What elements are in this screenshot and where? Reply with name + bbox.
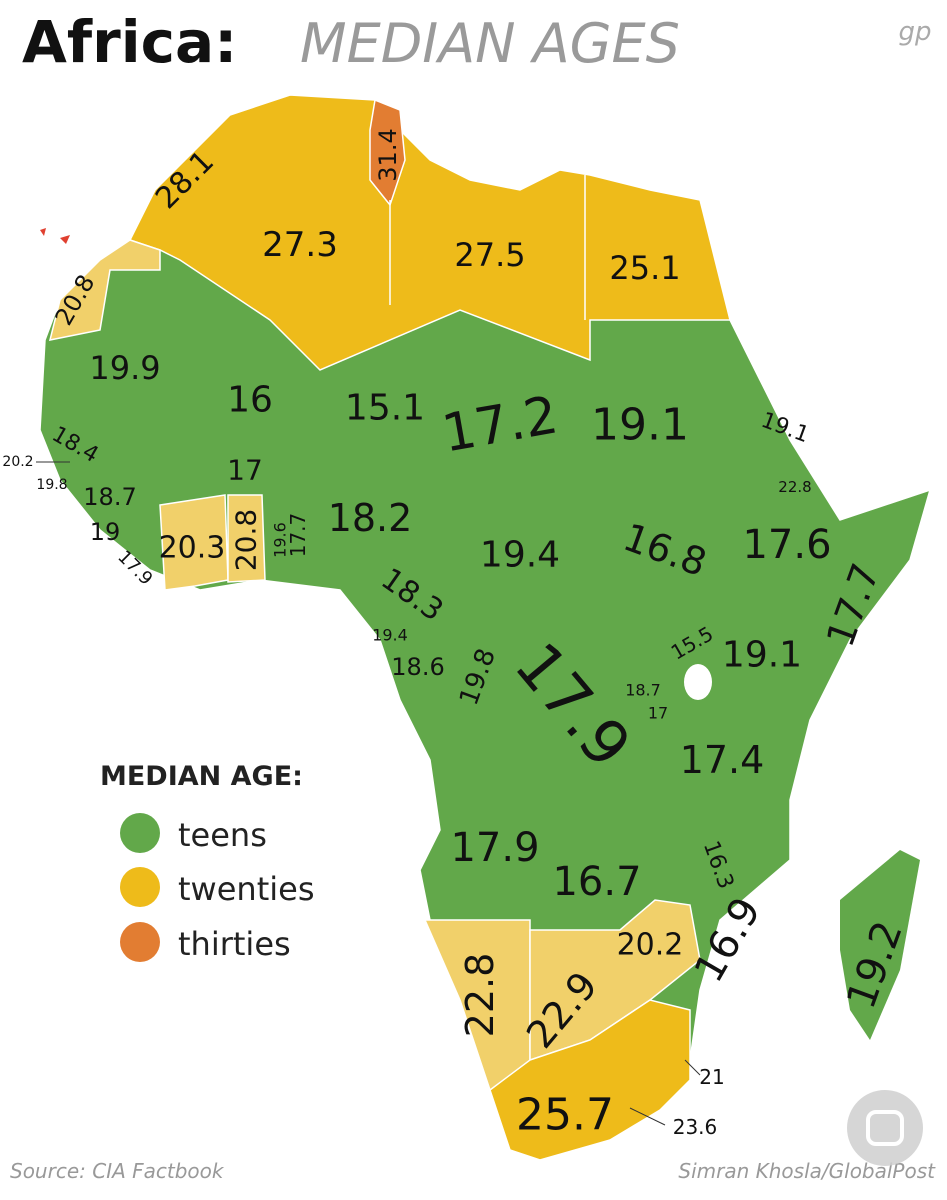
legend-swatch (120, 922, 160, 962)
country-label: 19 (90, 518, 121, 546)
legend-swatch (120, 867, 160, 907)
country-label: 21 (699, 1065, 724, 1089)
source: Source: CIA Factbook (10, 1159, 225, 1183)
country-label: 20.3 (159, 531, 226, 566)
logo: gp (898, 17, 931, 47)
island (40, 228, 46, 236)
country-label: 20.2 (617, 928, 684, 963)
country-label: 19.1 (591, 400, 689, 451)
title-main: Africa: (22, 8, 237, 76)
country-label: 17 (227, 454, 263, 487)
country-label: 17.6 (742, 522, 831, 568)
country-label: 22.8 (778, 478, 811, 496)
country-label: 17.7 (286, 513, 310, 558)
leader-line (629, 1107, 666, 1126)
country-label: 15.1 (345, 388, 425, 429)
country-label: 19.4 (480, 535, 560, 576)
region-ghana (227, 494, 266, 583)
country-label: 27.3 (262, 225, 338, 265)
country-label: 17.9 (450, 825, 539, 871)
region-western-sahara (48, 239, 161, 341)
country-label: 19.6 (271, 522, 290, 558)
country-label: 20.8 (230, 509, 263, 571)
country-label: 17.4 (680, 738, 765, 782)
legend-title: MEDIAN AGE: (100, 761, 303, 792)
legend-label: twenties (178, 870, 314, 908)
legend-label: thirties (178, 925, 291, 963)
country-label: 23.6 (673, 1115, 718, 1139)
country-label: 18.6 (391, 653, 444, 681)
country-label: 19.4 (372, 626, 408, 645)
leader-line (684, 1059, 701, 1076)
region-south-africa (489, 999, 691, 1161)
country-label: 19.1 (722, 635, 802, 676)
country-label: 31.4 (374, 128, 402, 181)
country-label: 25.1 (609, 249, 680, 287)
country-label: 18.7 (625, 681, 661, 700)
country-label: 17 (648, 704, 668, 723)
country-label: 16 (227, 380, 273, 421)
title-sub: MEDIAN AGES (300, 12, 680, 75)
country-label: 25.7 (516, 1090, 614, 1141)
country-label: 27.5 (454, 236, 525, 274)
country-label: 20.2 (2, 454, 33, 470)
country-label: 19.9 (89, 349, 160, 387)
country-label: 22.8 (458, 953, 502, 1038)
island (60, 235, 70, 244)
lake (684, 664, 712, 700)
country-label: 18.7 (83, 483, 136, 511)
overlay-button[interactable] (847, 1090, 923, 1166)
legend-label: teens (178, 816, 267, 854)
country-label: 18.2 (328, 496, 413, 540)
legend-swatch (120, 813, 160, 853)
country-label: 16.7 (552, 859, 641, 905)
country-label: 19.8 (36, 477, 67, 493)
region-madagascar (840, 850, 920, 1040)
region-cote-divoire (159, 494, 229, 591)
